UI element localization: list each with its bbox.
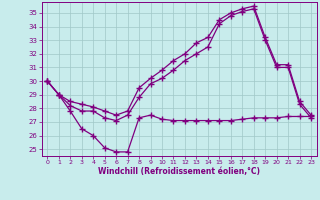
X-axis label: Windchill (Refroidissement éolien,°C): Windchill (Refroidissement éolien,°C) — [98, 167, 260, 176]
